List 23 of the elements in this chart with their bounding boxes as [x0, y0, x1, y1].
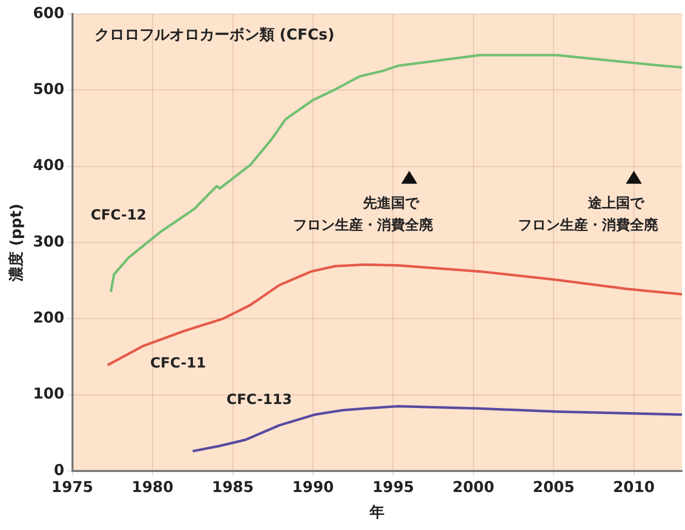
y-tick-label: 100 [33, 384, 64, 403]
y-tick-label: 600 [33, 4, 64, 22]
y-axis-title: 濃度 (ppt) [6, 204, 25, 282]
y-tick-label: 300 [33, 232, 64, 250]
x-tick-label: 1975 [51, 478, 94, 496]
annotation: 途上国でフロン生産・消費全廃 [518, 195, 658, 234]
x-tick-label: 1990 [292, 478, 334, 496]
x-tick-label: 2005 [532, 478, 575, 496]
series-label: CFC-11 [150, 355, 206, 372]
annotation: 先進国でフロン生産・消費全廃 [293, 195, 434, 234]
x-tick-label: 1995 [372, 478, 414, 496]
y-tick-label: 400 [33, 156, 64, 174]
x-tick-label: 2010 [612, 478, 655, 496]
series-label: CFC-12 [90, 207, 146, 224]
x-tick-label: 2000 [452, 478, 494, 496]
x-tick-label: 1985 [212, 478, 254, 496]
y-tick-label: 500 [33, 80, 64, 98]
y-tick-label: 0 [54, 460, 64, 479]
y-tick-label: 200 [33, 308, 64, 327]
series-label: CFC-113 [226, 392, 292, 408]
x-axis-title: 年 [368, 502, 385, 521]
text: クロロフルオロカーボン類 (CFCs) [94, 25, 334, 44]
x-tick-label: 1980 [132, 478, 174, 496]
